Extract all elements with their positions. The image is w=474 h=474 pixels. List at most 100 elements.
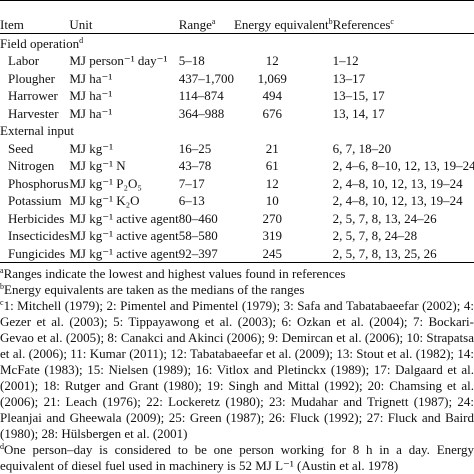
sup: b [328,17,333,26]
header-unit: Unit [69,0,179,34]
references: 2, 5, 7, 8, 24–28 [332,228,418,243]
unit: MJ ha⁻¹ [69,105,113,121]
item: Herbicides [8,210,65,226]
item: Phosphorus [8,175,69,191]
unit: MJ kg⁻¹ [69,140,114,156]
unit: MJ kg⁻¹ active agent [69,210,179,226]
header-item: Item [0,0,70,34]
range: 114–874 [178,88,224,103]
table-header: Item Unit Rangea Energy equivalentb Refe… [0,0,474,34]
item: Plougher [8,70,55,86]
references: 13, 14, 17 [332,105,385,121]
energy-equivalent: 12 [265,53,279,68]
range: 5–18 [178,53,205,68]
item: Insecticides [8,228,70,243]
unit: MJ kg⁻¹ P₂O₅ [69,175,142,191]
item: Harrower [8,88,58,103]
unit: MJ kg⁻¹ active agent [69,228,179,243]
references: 6, 7, 18–20 [332,140,392,156]
unit: MJ kg⁻¹ N [69,158,126,173]
references: 2, 4–8, 10, 12, 13, 19–24 [332,175,463,191]
footnote: dOne person–day is considered to be one … [0,442,474,474]
table-row: Phosphorus MJ kg⁻¹ P₂O₅ 7–17 12 2, 4–8, 10, … [0,174,474,192]
energy-equivalent: 245 [233,244,333,263]
section-row: External input [0,122,474,140]
references: 13–15, 17 [332,88,385,103]
sup: c [390,17,394,26]
references: 13–17 [332,70,366,86]
energy-equivalent: 676 [262,105,283,121]
range: 364–988 [178,105,225,121]
header-references: Referencesc [332,0,474,34]
table-row: Insecticides MJ kg⁻¹ active agent 58–580 31… [0,227,474,245]
energy-equivalent: 61 [265,158,279,173]
table-row: Fungicides MJ kg⁻¹ active agent 92–397 245 2… [0,244,474,263]
unit: MJ ha⁻¹ [69,88,113,103]
unit: MJ kg⁻¹ active agent [69,244,179,263]
footnotes: aRanges indicate the lowest and highest … [0,263,474,474]
section-title-text: External input [0,123,75,138]
range: 80–460 [178,210,218,226]
header-references-text: References [332,17,391,32]
references: 2, 5, 7, 8, 13, 25, 26 [332,244,474,263]
range: 43–78 [178,158,212,173]
sup: a [211,17,216,26]
sup: d [79,35,84,45]
item: Seed [8,140,34,156]
section-title: Field operationd [0,34,474,52]
table-row: Plougher MJ ha⁻¹ 437–1,700 1,069 13–17 [0,69,474,87]
header-row: Item Unit Rangea Energy equivalentb Refe… [0,0,474,34]
item: Nitrogen [8,158,55,173]
energy-equivalent: 10 [265,193,279,208]
footnote-text: One person–day is considered to be one p… [0,441,474,473]
table-row: Harrower MJ ha⁻¹ 114–874 494 13–15, 17 [0,87,474,105]
footnote-text: Energy equivalents are taken as the medi… [4,281,305,297]
header-range-text: Range [178,17,212,32]
range: 7–17 [178,175,205,191]
footnote: c1: Mitchell (1979); 2: Pimentel and Pim… [0,298,474,442]
unit: MJ ha⁻¹ [69,70,113,86]
energy-equivalent: 12 [265,175,279,191]
header-energy-text: Energy equivalent [233,17,329,32]
energy-equivalent: 270 [262,210,283,226]
table-body: Field operationd Labor MJ person⁻¹ day⁻¹ 5–… [0,34,474,263]
references: 2, 5, 7, 8, 13, 24–26 [332,210,437,226]
table-row: Herbicides MJ kg⁻¹ active agent 80–460 270 2… [0,209,474,227]
footnote: bEnergy equivalents are taken as the med… [0,282,474,298]
range: 437–1,700 [178,70,234,86]
table-row: Seed MJ kg⁻¹ 16–25 21 6, 7, 18–20 [0,139,474,157]
section-row: Field operationd [0,34,474,52]
table-row: Labor MJ person⁻¹ day⁻¹ 5–18 12 1–12 [0,52,474,70]
range: 6–13 [178,193,205,208]
references: 1–12 [332,53,359,68]
range: 58–580 [178,228,218,243]
table-row: Potassium MJ kg⁻¹ K₂O 6–13 10 2, 4–8, 10, 12… [0,192,474,210]
energy-equivalent: 494 [262,88,283,103]
table-row: Nitrogen MJ kg⁻¹ N 43–78 61 2, 4–6, 8–10, 12… [0,157,474,175]
unit: MJ person⁻¹ day⁻¹ [69,53,168,68]
header-range: Rangea [178,0,234,34]
table-row: Harvester MJ ha⁻¹ 364–988 676 13, 14, 17 [0,104,474,122]
footnote-text: Ranges indicate the lowest and highest v… [3,265,346,281]
section-title-text: Field operation [0,35,80,51]
range: 92–397 [178,244,234,263]
footnote-mark: a [0,265,4,275]
energy-equivalent: 319 [262,228,283,243]
unit: MJ kg⁻¹ K₂O [69,193,140,208]
energy-equivalent: 21 [265,140,279,156]
footnote-text: 1: Mitchell (1979); 2: Pimentel and Pime… [0,297,474,441]
item: Fungicides [0,244,70,263]
energy-equivalent: 1,069 [257,70,287,86]
item: Labor [8,53,40,68]
section-title: External input [0,122,474,140]
item: Harvester [8,105,59,121]
footnote-mark: b [0,281,4,291]
references: 2, 4–6, 8–10, 12, 13, 19–24 [332,158,474,173]
item: Potassium [8,193,62,208]
references: 2, 4–8, 10, 12, 13, 19–24 [332,193,463,208]
footnote: aRanges indicate the lowest and highest … [0,266,474,282]
header-energy: Energy equivalentb [233,0,333,34]
footnote-mark: c [0,297,4,307]
range: 16–25 [178,140,212,156]
